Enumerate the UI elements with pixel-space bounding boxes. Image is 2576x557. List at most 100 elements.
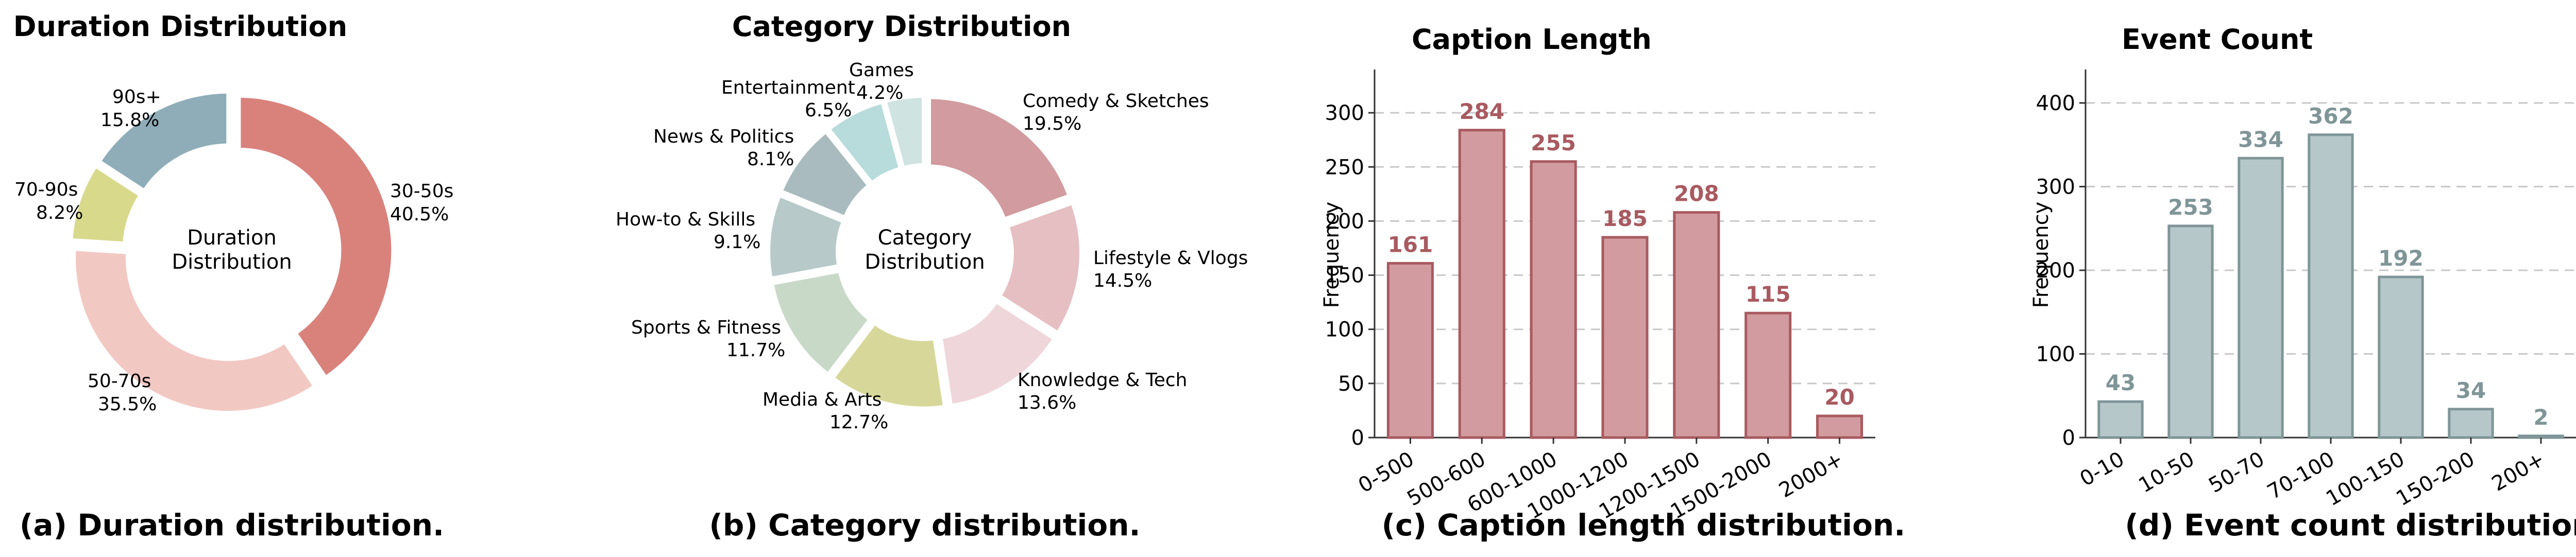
event-count-ytick-label: 300 [2036, 176, 2075, 199]
category-pct-howto: 9.1% [714, 232, 760, 253]
caption-length-xtick-label: 2000+ [1775, 447, 1847, 502]
event-count-xtick-label: 10-50 [2134, 447, 2198, 498]
caption-length-bar-0-500 [1386, 262, 1434, 439]
caption-length-ytick-label: 300 [1325, 101, 1364, 125]
event-count-xtick-label: 0-10 [2076, 447, 2128, 491]
event-count-xtick-label: 200+ [2488, 447, 2549, 496]
event-count-bar-50-70 [2238, 156, 2284, 439]
category-label-knowledge: Knowledge & Tech [1018, 370, 1187, 391]
category-label-sports: Sports & Fitness [631, 317, 781, 338]
event-count-ylabel: Frequency [2029, 202, 2053, 308]
category-pct-games: 4.2% [856, 82, 903, 103]
category-label-comedy: Comedy & Sketches [1023, 91, 1209, 112]
event-count-bar-200 [2518, 434, 2564, 439]
category-label-lifestyle: Lifestyle & Vlogs [1093, 248, 1248, 269]
duration-slice-30-50s [236, 93, 396, 381]
caption-length-bar-500-600 [1458, 129, 1505, 439]
category-title: Category Distribution [732, 10, 1071, 43]
event-count-xtick-label: 50-70 [2205, 447, 2268, 498]
category-slice-knowledge-tech [938, 298, 1058, 409]
caption-length-bar-1000-1200 [1601, 236, 1649, 439]
event-count-bar-10-50 [2167, 224, 2214, 439]
caption-length-plot: 0501001502002503001610-500284500-6002556… [1325, 69, 1875, 524]
category-center-line1: Category [878, 226, 972, 250]
event-count-bar-100-150 [2378, 275, 2424, 439]
caption-length-value-label: 115 [1745, 282, 1791, 307]
category-slice-entertainment [825, 99, 904, 186]
category-slice-sports-fitness [769, 268, 873, 378]
caption-length-ytick-label: 200 [1325, 210, 1364, 233]
category-donut [766, 94, 1083, 411]
duration-title: Duration Distribution [13, 10, 347, 43]
category-slice-comedy-sketches [927, 95, 1073, 222]
caption-length-caption: (c) Caption length distribution. [1382, 508, 1906, 543]
duration-slice-50-70s [72, 247, 318, 415]
caption-length-ytick-label: 50 [1338, 372, 1364, 396]
caption-length-bar-2000 [1816, 414, 1863, 439]
caption-length-bar-600-1000 [1530, 160, 1577, 439]
duration-slice-70-90s [69, 163, 144, 246]
category-pct-entertainment: 6.5% [805, 100, 852, 121]
event-count-xtick-label: 100-150 [2322, 447, 2409, 511]
event-count-caption: (d) Event count distribution. [2125, 508, 2576, 543]
category-slice-how-to-skills [766, 192, 846, 282]
category-pct-comedy: 19.5% [1023, 113, 1081, 134]
caption-length-ytick-label: 100 [1325, 318, 1364, 342]
duration-label-30-50s: 30-50s [390, 181, 453, 202]
duration-caption: (a) Duration distribution. [20, 508, 444, 543]
duration-pct-90s: 15.8% [100, 110, 159, 131]
category-label-howto: How-to & Skills [616, 209, 755, 230]
event-count-value-label: 192 [2378, 246, 2424, 271]
category-slice-lifestyle-vlogs [996, 200, 1083, 336]
caption-length-value-label: 208 [1674, 181, 1719, 206]
category-slice-games [882, 94, 926, 171]
event-count-chart: Event Count Frequency 0 100 200 300 400 43 0-1… [2029, 23, 2576, 543]
event-count-xtick-label: 150-200 [2392, 447, 2479, 511]
duration-pct-70-90s: 8.2% [36, 202, 83, 223]
caption-length-ytick-label: 150 [1325, 264, 1364, 288]
duration-pct-30-50s: 40.5% [390, 204, 449, 225]
event-count-bar-0-10 [2097, 400, 2144, 439]
event-count-ytick-label: 0 [2062, 426, 2075, 450]
duration-slice-90s [96, 89, 231, 194]
event-count-value-label: 34 [2456, 378, 2486, 403]
duration-pct-50-70s: 35.5% [98, 394, 157, 415]
category-pct-knowledge: 13.6% [1018, 392, 1076, 413]
caption-length-value-label: 255 [1531, 130, 1576, 155]
duration-label-90s: 90s+ [112, 86, 161, 108]
event-count-title: Event Count [2122, 23, 2313, 56]
caption-length-value-label: 284 [1459, 99, 1504, 124]
event-count-ytick-label: 100 [2036, 343, 2075, 367]
category-label-entertainment: Entertainment [721, 77, 855, 98]
event-count-value-label: 334 [2238, 127, 2283, 152]
event-count-ytick-label: 200 [2036, 259, 2075, 283]
event-count-bar-150-200 [2448, 408, 2494, 439]
category-label-games: Games [849, 60, 914, 81]
category-label-media: Media & Arts [762, 389, 882, 410]
event-count-value-label: 253 [2168, 195, 2213, 220]
caption-length-bar-1200-1500 [1673, 211, 1720, 439]
category-pct-lifestyle: 14.5% [1093, 270, 1152, 291]
caption-length-ytick-label: 0 [1351, 426, 1364, 450]
duration-center-line2: Distribution [172, 250, 292, 274]
category-pct-news: 8.1% [747, 149, 794, 170]
category-pct-media: 12.7% [829, 412, 888, 433]
category-center-line2: Distribution [865, 250, 985, 274]
duration-label-70-90s: 70-90s [14, 179, 78, 200]
duration-label-50-70s: 50-70s [88, 371, 151, 392]
caption-length-title: Caption Length [1412, 23, 1652, 56]
category-slice-news-politics [778, 128, 872, 221]
category-pct-sports: 11.7% [726, 340, 785, 361]
caption-length-chart: Caption Length Frequency 0 50 100 150 200 250… [1320, 23, 1905, 543]
caption-length-value-label: 20 [1824, 385, 1854, 410]
event-count-bar-70-100 [2308, 133, 2354, 439]
category-caption: (b) Category distribution. [709, 508, 1140, 543]
duration-center-line1: Duration [187, 226, 277, 250]
category-slice-media-arts [829, 320, 947, 411]
caption-length-ylabel: Frequency [1320, 202, 1344, 308]
caption-length-value-label: 185 [1602, 206, 1648, 231]
event-count-value-label: 43 [2106, 370, 2136, 395]
event-count-ytick-label: 400 [2036, 92, 2075, 115]
caption-length-ytick-label: 250 [1325, 155, 1364, 179]
